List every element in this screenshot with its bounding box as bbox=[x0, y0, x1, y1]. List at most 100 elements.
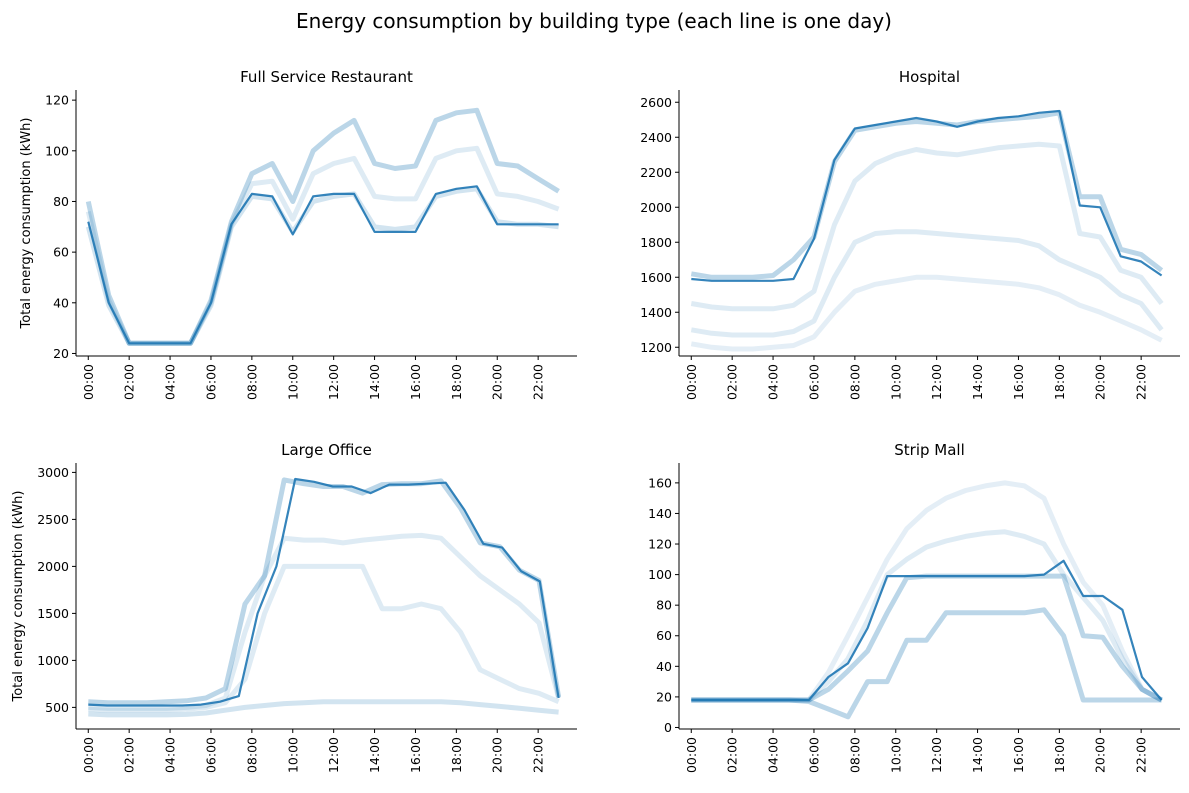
chart-title: Hospital bbox=[899, 68, 960, 86]
x-tick-label: 10:00 bbox=[285, 364, 300, 400]
y-tick-label: 500 bbox=[45, 700, 69, 715]
x-tick-label: 04:00 bbox=[766, 737, 781, 773]
x-tick-label: 00:00 bbox=[684, 737, 699, 773]
y-tick-label: 40 bbox=[53, 295, 69, 310]
chart-panel-0: Full Service Restaurant 20 40 60 80 100 120 00:… bbox=[19, 68, 577, 400]
x-tick-label: 16:00 bbox=[1011, 364, 1026, 400]
x-tick-label: 06:00 bbox=[203, 364, 218, 400]
series-line-low bbox=[85, 186, 559, 346]
series-line-alt bbox=[691, 573, 1163, 703]
y-tick-label: 2600 bbox=[640, 95, 672, 110]
series-line-low bbox=[88, 699, 559, 718]
y-tick-label: 60 bbox=[656, 628, 672, 643]
x-tick-label: 08:00 bbox=[244, 364, 259, 400]
figure-title: Energy consumption by building type (eac… bbox=[296, 9, 892, 33]
x-tick-label: 10:00 bbox=[888, 737, 903, 773]
y-tick-label: 2000 bbox=[37, 559, 69, 574]
x-tick-label: 22:00 bbox=[1134, 737, 1149, 773]
x-tick-label: 04:00 bbox=[766, 364, 781, 400]
x-tick-label: 20:00 bbox=[1093, 737, 1108, 773]
x-tick-label: 16:00 bbox=[1011, 737, 1026, 773]
x-tick-label: 02:00 bbox=[122, 364, 137, 400]
series-line-mid bbox=[88, 532, 562, 711]
y-tick-label: 40 bbox=[656, 659, 672, 674]
series-line-min bbox=[690, 274, 1163, 352]
chart-panel-2: Large Office 500 1000 1500 2000 2500 3000 00:00… bbox=[11, 441, 577, 773]
y-tick-label: 100 bbox=[648, 567, 672, 582]
y-tick-label: 3000 bbox=[37, 465, 69, 480]
x-tick-label: 10:00 bbox=[285, 737, 300, 773]
x-tick-label: 02:00 bbox=[122, 737, 137, 773]
x-tick-label: 22:00 bbox=[531, 364, 546, 400]
x-tick-label: 06:00 bbox=[806, 737, 821, 773]
y-tick-label: 2500 bbox=[37, 512, 69, 527]
series-line-upper bbox=[690, 110, 1164, 280]
y-tick-label: 1000 bbox=[37, 653, 69, 668]
series-line-upper bbox=[88, 477, 562, 706]
x-tick-label: 02:00 bbox=[725, 737, 740, 773]
x-tick-label: 00:00 bbox=[684, 364, 699, 400]
x-tick-label: 16:00 bbox=[408, 737, 423, 773]
y-tick-label: 140 bbox=[648, 506, 672, 521]
y-tick-label: 1600 bbox=[640, 270, 672, 285]
y-axis-label: Total energy consumption (kWh) bbox=[19, 118, 34, 330]
y-tick-label: 2200 bbox=[640, 165, 672, 180]
series-line-mid bbox=[691, 529, 1163, 703]
x-tick-label: 08:00 bbox=[847, 364, 862, 400]
x-tick-label: 22:00 bbox=[531, 737, 546, 773]
series-line-typical bbox=[88, 477, 560, 707]
y-tick-label: 60 bbox=[53, 245, 69, 260]
x-tick-label: 14:00 bbox=[970, 737, 985, 773]
y-tick-label: 120 bbox=[45, 93, 69, 108]
x-tick-label: 10:00 bbox=[888, 364, 903, 400]
series-line-high bbox=[85, 107, 560, 346]
y-tick-label: 1200 bbox=[640, 340, 672, 355]
x-tick-label: 00:00 bbox=[81, 364, 96, 400]
series-line-mid bbox=[85, 145, 560, 346]
x-tick-label: 06:00 bbox=[806, 364, 821, 400]
chart-panel-1: Hospital 1200 1400 1600 1800 2000 2200 2400 2600… bbox=[640, 68, 1180, 400]
y-tick-label: 20 bbox=[656, 689, 672, 704]
y-tick-label: 100 bbox=[45, 143, 69, 158]
series-line-low bbox=[691, 607, 1162, 720]
y-tick-label: 120 bbox=[648, 537, 672, 552]
series-line-peak bbox=[691, 480, 1163, 703]
series-line-typical bbox=[87, 185, 559, 345]
x-tick-label: 04:00 bbox=[163, 737, 178, 773]
series-line-typical bbox=[691, 109, 1163, 282]
x-tick-label: 18:00 bbox=[1052, 737, 1067, 773]
y-tick-label: 20 bbox=[53, 346, 69, 361]
chart-title: Large Office bbox=[281, 441, 372, 459]
series-line-typical bbox=[691, 559, 1163, 702]
x-tick-label: 22:00 bbox=[1134, 364, 1149, 400]
chart-title: Strip Mall bbox=[894, 441, 965, 459]
x-tick-label: 14:00 bbox=[970, 364, 985, 400]
y-tick-label: 1500 bbox=[37, 606, 69, 621]
x-tick-label: 20:00 bbox=[490, 364, 505, 400]
x-tick-label: 02:00 bbox=[725, 364, 740, 400]
chart-title: Full Service Restaurant bbox=[240, 68, 413, 86]
x-tick-label: 08:00 bbox=[847, 737, 862, 773]
x-tick-label: 20:00 bbox=[1093, 364, 1108, 400]
x-tick-label: 20:00 bbox=[490, 737, 505, 773]
y-axis-label: Total energy consumption (kWh) bbox=[11, 491, 26, 703]
y-tick-label: 1800 bbox=[640, 235, 672, 250]
y-tick-label: 1400 bbox=[640, 305, 672, 320]
y-tick-label: 2400 bbox=[640, 130, 672, 145]
y-tick-label: 160 bbox=[648, 475, 672, 490]
x-tick-label: 16:00 bbox=[408, 364, 423, 400]
series-line-lower bbox=[690, 229, 1164, 338]
chart-panel-3: Strip Mall 0 20 40 60 80 100 120 140 160 00:00 02:0… bbox=[648, 441, 1180, 773]
y-tick-label: 80 bbox=[656, 598, 672, 613]
series-line-dip bbox=[88, 563, 560, 713]
x-tick-label: 12:00 bbox=[326, 364, 341, 400]
x-tick-label: 14:00 bbox=[367, 737, 382, 773]
y-tick-label: 80 bbox=[53, 194, 69, 209]
x-tick-label: 12:00 bbox=[929, 364, 944, 400]
x-tick-label: 18:00 bbox=[449, 737, 464, 773]
x-tick-label: 04:00 bbox=[163, 364, 178, 400]
y-tick-label: 2000 bbox=[640, 200, 672, 215]
x-tick-label: 18:00 bbox=[1052, 364, 1067, 400]
x-tick-label: 06:00 bbox=[203, 737, 218, 773]
